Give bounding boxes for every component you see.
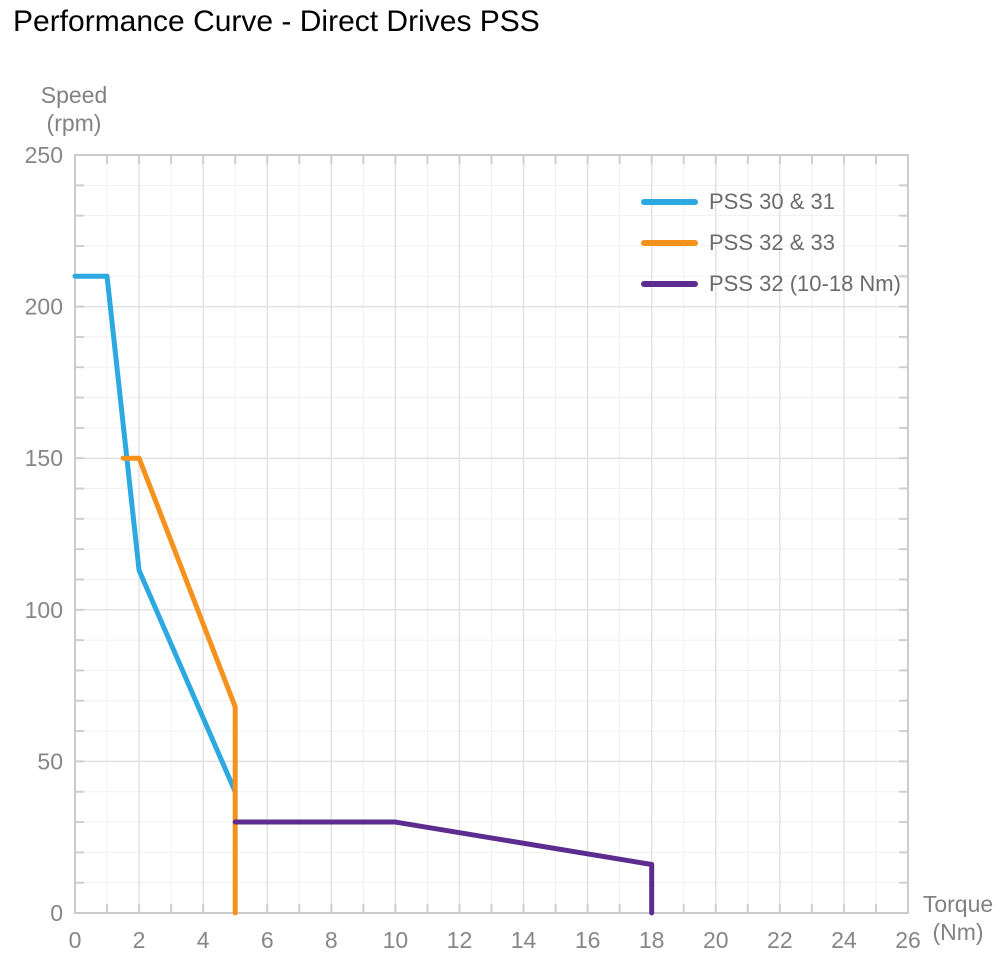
x-tick-label: 18 [639,927,665,953]
y-axis-title-line1: Speed [40,82,108,108]
plot-border [74,154,909,914]
x-tick-label: 14 [511,927,537,953]
y-tick-label: 50 [37,748,63,774]
x-tick-label: 8 [325,927,338,953]
legend-item-pss-30-31: PSS 30 & 31 [641,181,901,222]
y-tick-label: 100 [25,597,63,623]
x-tick-label: 4 [197,927,210,953]
x-axis-title-line2: (Nm) [932,919,984,945]
x-tick-label: 24 [831,927,857,953]
x-axis-title: Torque (Nm) [912,890,1000,946]
y-tick-label: 200 [25,294,63,320]
x-tick-label: 2 [133,927,146,953]
legend-item-pss-32-10-18: PSS 32 (10-18 Nm) [641,263,901,304]
x-tick-label: 20 [703,927,729,953]
chart-legend: PSS 30 & 31 PSS 32 & 33 PSS 32 (10-18 Nm… [641,181,901,304]
y-axis-title: Speed (rpm) [28,81,120,137]
legend-label-pss-32-10-18: PSS 32 (10-18 Nm) [709,270,901,296]
y-tick-label: 250 [25,142,63,168]
x-axis-title-line1: Torque [922,891,994,917]
series-line-pss-32-33 [120,455,238,916]
x-tick-label: 26 [895,927,921,953]
series-line-pss-32-10-18-nm [232,819,655,916]
x-tick-label: 22 [767,927,793,953]
page-title: Performance Curve - Direct Drives PSS [13,5,540,38]
x-tick-label: 10 [383,927,409,953]
x-tick-label: 6 [261,927,274,953]
legend-swatch-pss-32-10-18 [641,280,698,287]
legend-swatch-pss-30-31 [641,198,698,205]
legend-swatch-pss-32-33 [641,239,698,246]
x-tick-label: 16 [575,927,601,953]
x-tick-label: 12 [447,927,473,953]
y-tick-label: 0 [50,900,63,926]
series-line-pss-30-31 [72,273,238,795]
y-axis-title-line2: (rpm) [46,110,102,136]
legend-label-pss-32-33: PSS 32 & 33 [709,229,835,255]
legend-label-pss-30-31: PSS 30 & 31 [709,188,835,214]
x-tick-label: 0 [69,927,82,953]
y-tick-label: 150 [25,445,63,471]
legend-item-pss-32-33: PSS 32 & 33 [641,222,901,263]
